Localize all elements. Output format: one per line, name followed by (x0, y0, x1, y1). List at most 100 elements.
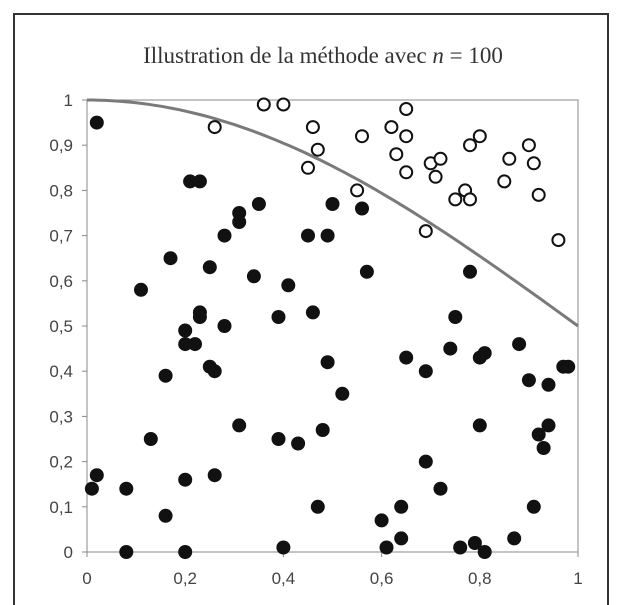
open-point (355, 129, 369, 144)
open-point (448, 192, 463, 207)
filled-point (477, 545, 492, 559)
filled-point (521, 373, 536, 388)
filled-point (320, 355, 335, 370)
filled-point (526, 499, 541, 514)
open-point (305, 120, 320, 135)
filled-point (134, 282, 148, 297)
filled-point (355, 201, 369, 216)
y-tick-label: 0,6 (49, 272, 73, 291)
x-tick-label: 0,4 (272, 569, 296, 588)
filled-point (163, 251, 178, 266)
open-point (399, 102, 414, 116)
filled-point (232, 418, 247, 433)
open-point (531, 187, 546, 202)
y-tick-label: 0 (64, 543, 73, 562)
filled-point (246, 269, 261, 284)
filled-point (325, 197, 340, 211)
open-point (521, 138, 536, 153)
chart-title-var: n (432, 43, 444, 68)
chart-title-suffix: = 100 (444, 43, 503, 68)
open-point (418, 224, 433, 239)
filled-point (541, 377, 556, 392)
filled-point (84, 481, 99, 496)
filled-point (207, 468, 222, 483)
filled-point (467, 536, 482, 550)
filled-point (192, 174, 207, 189)
filled-point (251, 197, 266, 211)
filled-point (531, 427, 546, 442)
filled-point (143, 432, 158, 446)
filled-point (178, 472, 193, 487)
filled-point (472, 418, 487, 433)
open-point (497, 174, 512, 189)
filled-point (217, 228, 232, 243)
x-axis: 0 0,2 0,4 0,6 0,8 1 (82, 552, 583, 588)
open-point (551, 233, 566, 248)
filled-point (158, 368, 173, 383)
open-point (433, 151, 448, 166)
x-tick-label: 0,8 (468, 569, 492, 588)
filled-point (374, 513, 389, 528)
filled-point (207, 364, 222, 379)
open-point (502, 151, 517, 166)
chart-title-prefix: Illustration de la méthode avec (143, 43, 432, 68)
y-tick-label: 0,1 (49, 498, 73, 517)
filled-point (178, 545, 193, 559)
open-point (399, 129, 414, 144)
open-point (389, 147, 404, 162)
filled-point (418, 364, 433, 379)
y-axis: 0 0,1 0,2 0,3 0,4 0,5 0,6 0,7 0,8 0,9 1 (49, 91, 87, 562)
filled-point (507, 531, 522, 546)
filled-point (310, 499, 325, 514)
filled-point (512, 337, 527, 352)
filled-point (158, 508, 173, 523)
filled-point (448, 310, 463, 324)
filled-point (89, 115, 104, 130)
filled-point (183, 174, 198, 189)
y-tick-label: 0,3 (49, 407, 73, 426)
open-point (276, 97, 291, 112)
filled-point (119, 481, 134, 496)
y-tick-label: 0,2 (49, 453, 73, 472)
y-tick-label: 0,4 (49, 362, 73, 381)
filled-point (271, 432, 286, 446)
y-tick-label: 1 (64, 91, 73, 110)
open-point (526, 156, 541, 171)
filled-point (433, 481, 448, 496)
y-tick-label: 0,5 (49, 317, 73, 336)
x-tick-label: 0 (82, 569, 91, 588)
filled-point (463, 264, 477, 279)
filled-point (335, 386, 350, 401)
filled-point (305, 305, 320, 320)
open-point (301, 160, 315, 175)
filled-point (192, 310, 207, 324)
open-point (463, 192, 477, 207)
open-point (350, 183, 365, 198)
filled-point (379, 540, 394, 555)
filled-point (291, 436, 306, 451)
open-point (472, 129, 487, 144)
chart-title: Illustration de la méthode avec n = 100 (143, 43, 503, 68)
filled-point (359, 264, 374, 279)
y-tick-label: 0,8 (49, 181, 73, 200)
filled-point (320, 228, 335, 243)
open-point (310, 142, 325, 157)
filled-point (394, 499, 409, 514)
filled-point (453, 540, 468, 555)
filled-point (418, 454, 433, 469)
filled-point (281, 278, 296, 293)
x-tick-label: 0,6 (370, 569, 394, 588)
open-point (256, 97, 271, 112)
filled-point (443, 341, 458, 356)
filled-point (232, 215, 247, 229)
open-point (399, 165, 414, 180)
filled-point (536, 441, 551, 455)
filled-point (188, 337, 202, 352)
filled-point (276, 540, 291, 555)
filled-point (315, 423, 330, 437)
filled-point (541, 418, 556, 433)
filled-point (178, 337, 193, 352)
filled-point (399, 350, 414, 365)
